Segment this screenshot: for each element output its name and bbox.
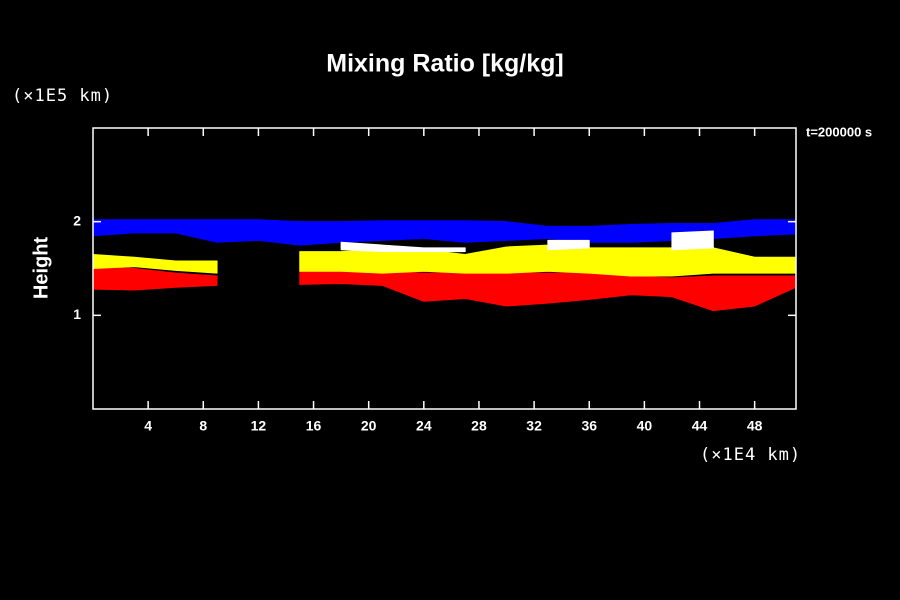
area-band [340,230,714,253]
x-unit: (×1E4 km) [700,445,801,465]
x-tick-label: 4 [144,418,152,434]
x-tick-label: 12 [251,418,267,434]
y-tick-label: 1 [73,306,81,322]
plot-frame [92,127,797,410]
x-tick-label: 36 [581,418,597,434]
y-axis-label: Height [30,237,52,300]
x-tick-label: 20 [361,418,377,434]
x-tick-label: 48 [747,418,763,434]
y-unit: (×1E5 km) [12,86,113,106]
x-tick-label: 40 [637,418,653,434]
x-tick-label: 16 [306,418,322,434]
x-tick-label: 24 [416,418,432,434]
chart-title: Mixing Ratio [kg/kg] [326,50,564,78]
x-tick-label: 32 [526,418,542,434]
y-tick-label: 2 [73,212,81,228]
x-tick-label: 28 [471,418,487,434]
x-tick-label: 44 [692,418,708,434]
annotation: t=200000 s [806,124,872,139]
x-tick-label: 8 [199,418,207,434]
